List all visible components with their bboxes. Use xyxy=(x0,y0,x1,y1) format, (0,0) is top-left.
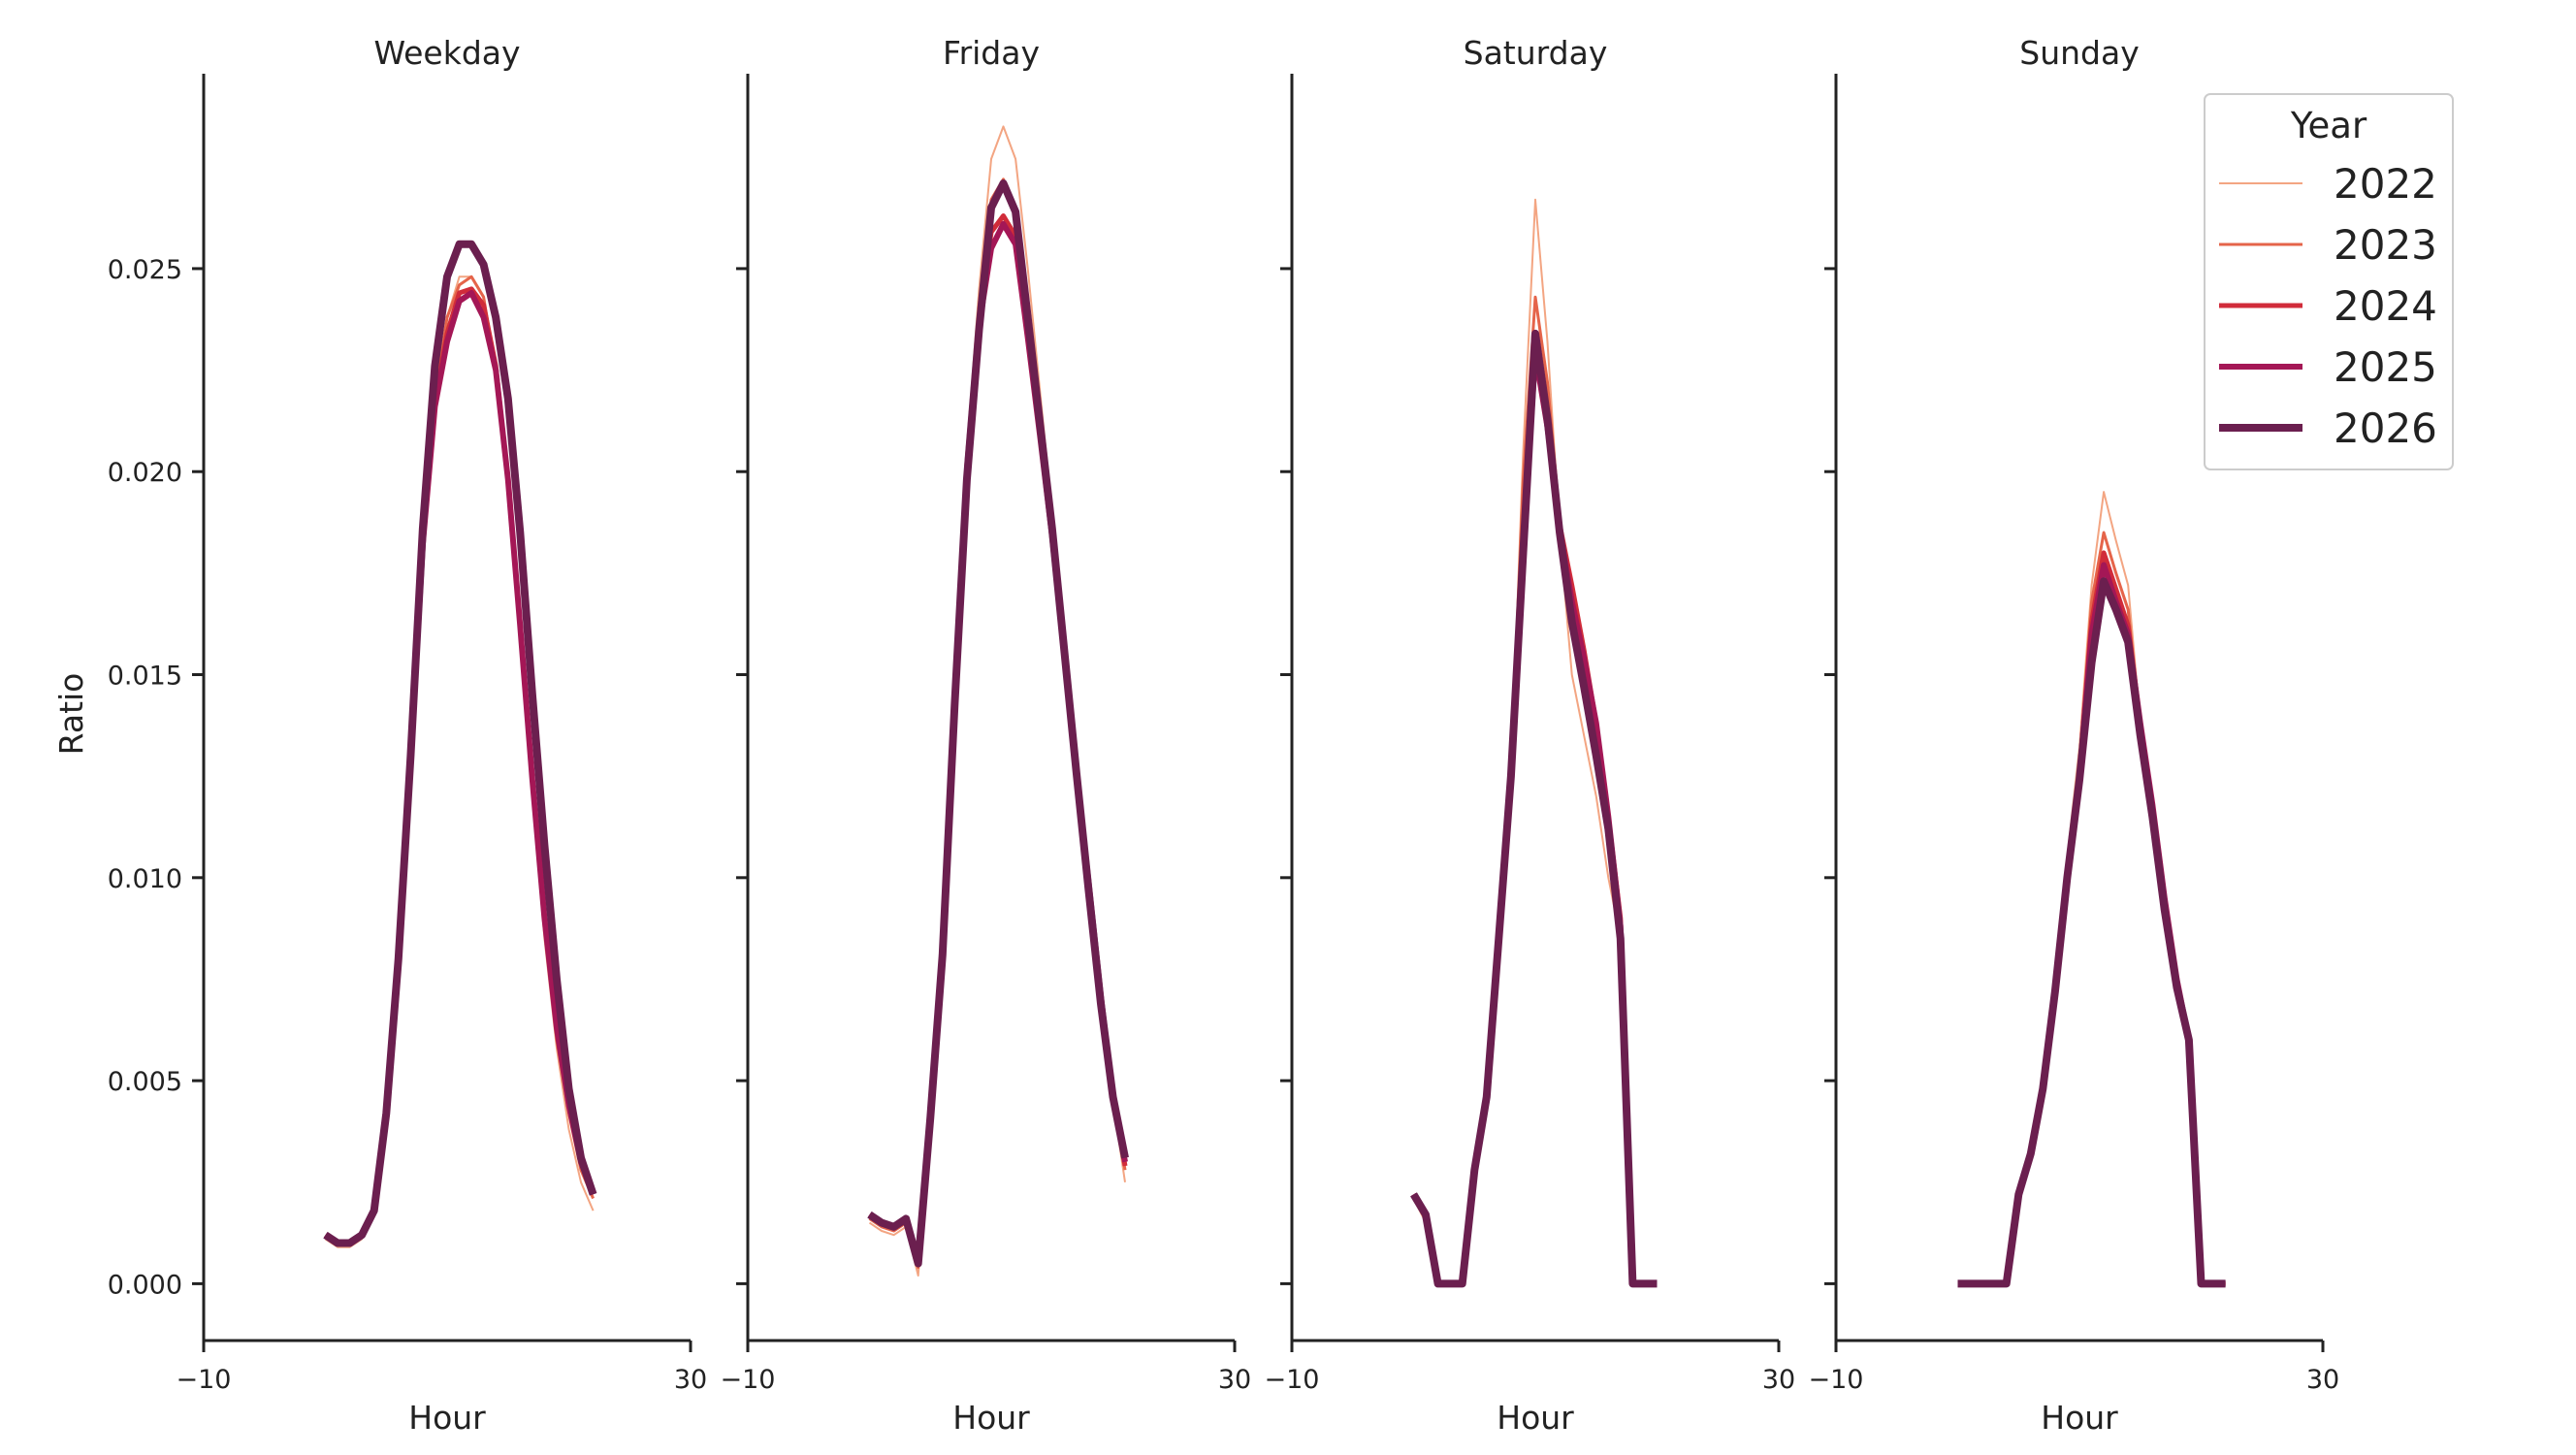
y-tick-label: 0.000 xyxy=(108,1270,182,1300)
legend-item-2026: 2026 xyxy=(2219,404,2437,452)
series-line-2024 xyxy=(324,286,596,1245)
legend-item-2022: 2022 xyxy=(2219,160,2437,208)
series-line-2023 xyxy=(1412,295,1658,1285)
y-tick-label: 0.020 xyxy=(108,458,182,488)
x-tick-label: 30 xyxy=(674,1365,707,1395)
facet-weekday: Weekday 0.000 0.005 0.010 0.015 0.020 0.025 −10… xyxy=(108,34,707,1437)
legend: Year 2022 2023 2024 2025 2026 xyxy=(2204,93,2454,470)
legend-label: 2025 xyxy=(2334,343,2437,391)
legend-item-2024: 2024 xyxy=(2219,282,2437,330)
series-line-2026 xyxy=(1410,329,1658,1288)
facet-title: Weekday xyxy=(373,34,520,72)
y-tick-label: 0.025 xyxy=(108,255,182,285)
facet-title: Sunday xyxy=(2019,34,2139,72)
legend-title: Year xyxy=(2290,105,2367,146)
legend-frame xyxy=(2204,93,2454,470)
series-line-2024 xyxy=(868,213,1128,1266)
legend-item-2025: 2025 xyxy=(2219,343,2437,391)
x-tick-label: −10 xyxy=(1265,1365,1320,1395)
series-line-2023 xyxy=(868,178,1127,1270)
y-tick-label: 0.005 xyxy=(108,1067,182,1097)
x-tick-label: −10 xyxy=(177,1365,232,1395)
y-axis-label: Ratio xyxy=(52,673,90,756)
facet-sunday: Sunday −10 30 Hour xyxy=(1809,34,2340,1437)
facet-title: Saturday xyxy=(1464,34,1608,72)
x-tick-label: −10 xyxy=(1809,1365,1864,1395)
x-axis-label: Hour xyxy=(2041,1399,2118,1437)
series-line-2022 xyxy=(868,125,1126,1277)
y-tick-label: 0.015 xyxy=(108,662,182,692)
series-line-2024 xyxy=(1411,339,1658,1286)
series-line-2022 xyxy=(324,275,595,1248)
legend-label: 2023 xyxy=(2334,221,2437,269)
facet-saturday: Saturday −10 30 Hour xyxy=(1265,34,1796,1437)
x-axis-label: Hour xyxy=(952,1399,1030,1437)
facet-friday: Friday −10 30 Hour xyxy=(721,34,1252,1437)
series-line-2026 xyxy=(867,179,1129,1268)
series-line-2025 xyxy=(323,290,596,1246)
legend-label: 2026 xyxy=(2334,404,2437,452)
series-line-2023 xyxy=(324,275,595,1245)
facet-panels: Weekday 0.000 0.005 0.010 0.015 0.020 0.025 −10… xyxy=(108,34,2339,1437)
series-line-2025 xyxy=(1410,350,1658,1287)
series-line-2025 xyxy=(867,220,1128,1267)
x-tick-label: −10 xyxy=(721,1365,776,1395)
legend-item-2023: 2023 xyxy=(2219,221,2437,269)
x-tick-label: 30 xyxy=(2306,1365,2339,1395)
x-axis-label: Hour xyxy=(1497,1399,1574,1437)
legend-label: 2022 xyxy=(2334,160,2437,208)
y-tick-label: 0.010 xyxy=(108,864,182,894)
x-tick-label: 30 xyxy=(1218,1365,1251,1395)
x-tick-label: 30 xyxy=(1762,1365,1795,1395)
x-axis-label: Hour xyxy=(408,1399,486,1437)
series-line-2026 xyxy=(323,240,597,1247)
legend-label: 2024 xyxy=(2334,282,2437,330)
series-line-2026 xyxy=(1957,577,2226,1288)
facet-title: Friday xyxy=(943,34,1040,72)
